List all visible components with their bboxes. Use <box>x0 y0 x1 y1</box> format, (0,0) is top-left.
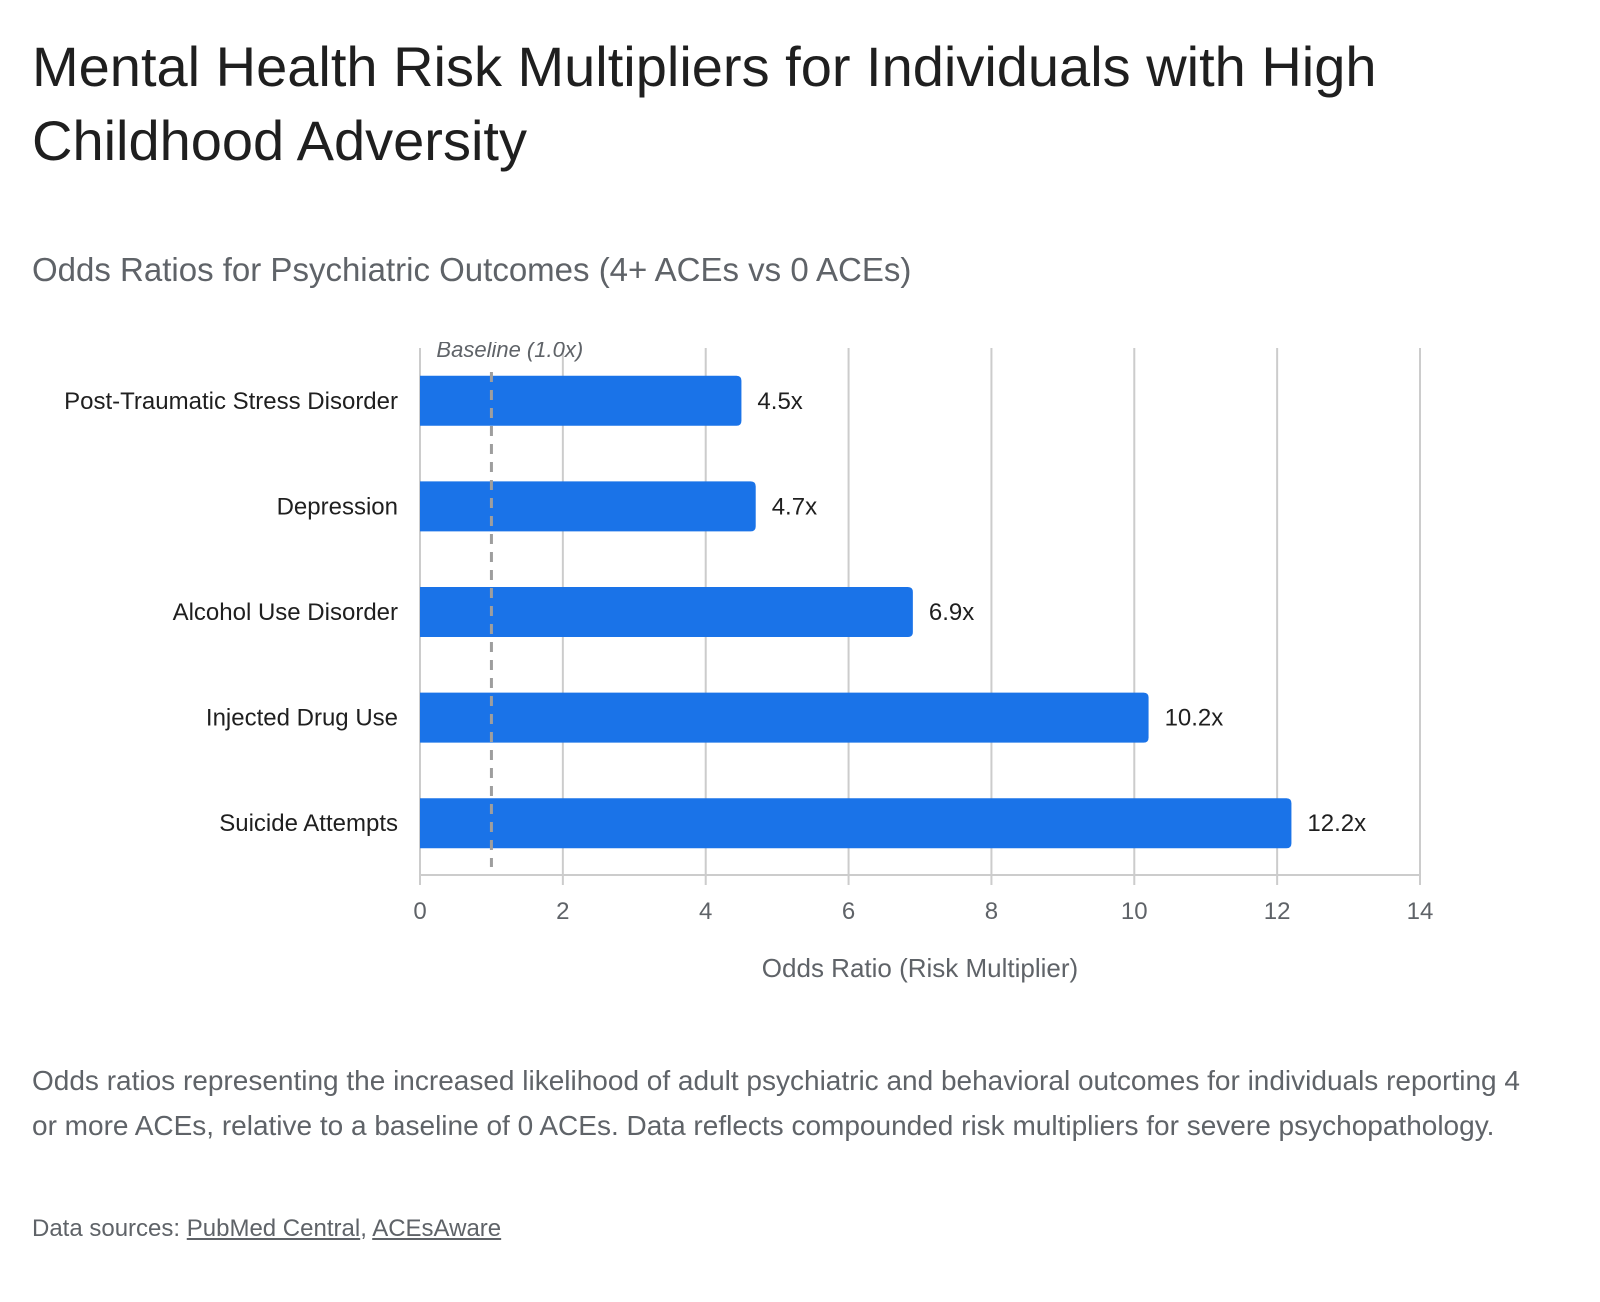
x-tick-label-0: 0 <box>413 898 426 925</box>
bar-chart: 0 2 4 6 8 10 12 14 Post-Traumatic Stress Disorde… <box>64 337 1434 983</box>
source-link-pubmed-central[interactable]: PubMed Central <box>186 1215 361 1242</box>
x-tick-label-14: 14 <box>1407 898 1434 925</box>
value-label-post-traumatic-stress-disorder: 4.5x <box>757 388 802 415</box>
value-label-depression: 4.7x <box>772 493 817 520</box>
value-label-suicide-attempts: 12.2x <box>1307 810 1366 837</box>
chart-subtitle: Odds Ratios for Psychiatric Outcomes (4+… <box>32 251 912 288</box>
chart-description: Odds ratios representing the increased l… <box>32 1065 1520 1141</box>
value-label-injected-drug-use: 10.2x <box>1165 705 1224 732</box>
bar-suicide-attempts <box>420 798 1292 849</box>
sources-separator: , <box>360 1215 367 1242</box>
data-sources: Data sources: PubMed Central, ACEsAware <box>32 1212 501 1246</box>
sources-label: Data sources: <box>32 1215 181 1242</box>
value-label-alcohol-use-disorder: 6.9x <box>929 599 974 626</box>
baseline-reference-label: Baseline (1.0x) <box>436 337 583 362</box>
category-label-post-traumatic-stress-disorder: Post-Traumatic Stress Disorder <box>64 388 398 415</box>
x-tick-label-8: 8 <box>985 898 998 925</box>
chart-title: Mental Health Risk Multipliers for Indiv… <box>32 35 1377 172</box>
bar-injected-drug-use <box>420 692 1149 743</box>
source-link-acesaware[interactable]: ACEsAware <box>372 1215 502 1242</box>
bar-depression <box>420 481 756 532</box>
category-label-alcohol-use-disorder: Alcohol Use Disorder <box>173 599 398 626</box>
category-label-depression: Depression <box>277 493 398 520</box>
x-tick-label-12: 12 <box>1264 898 1291 925</box>
x-tick-label-2: 2 <box>556 898 569 925</box>
bar-post-traumatic-stress-disorder <box>420 375 742 426</box>
x-axis-title: Odds Ratio (Risk Multiplier) <box>762 953 1078 983</box>
category-label-injected-drug-use: Injected Drug Use <box>206 705 398 732</box>
bar-alcohol-use-disorder <box>420 587 913 637</box>
x-tick-label-4: 4 <box>699 898 712 925</box>
x-tick-label-10: 10 <box>1121 898 1148 925</box>
x-tick-label-6: 6 <box>842 898 855 925</box>
category-label-suicide-attempts: Suicide Attempts <box>219 810 398 837</box>
